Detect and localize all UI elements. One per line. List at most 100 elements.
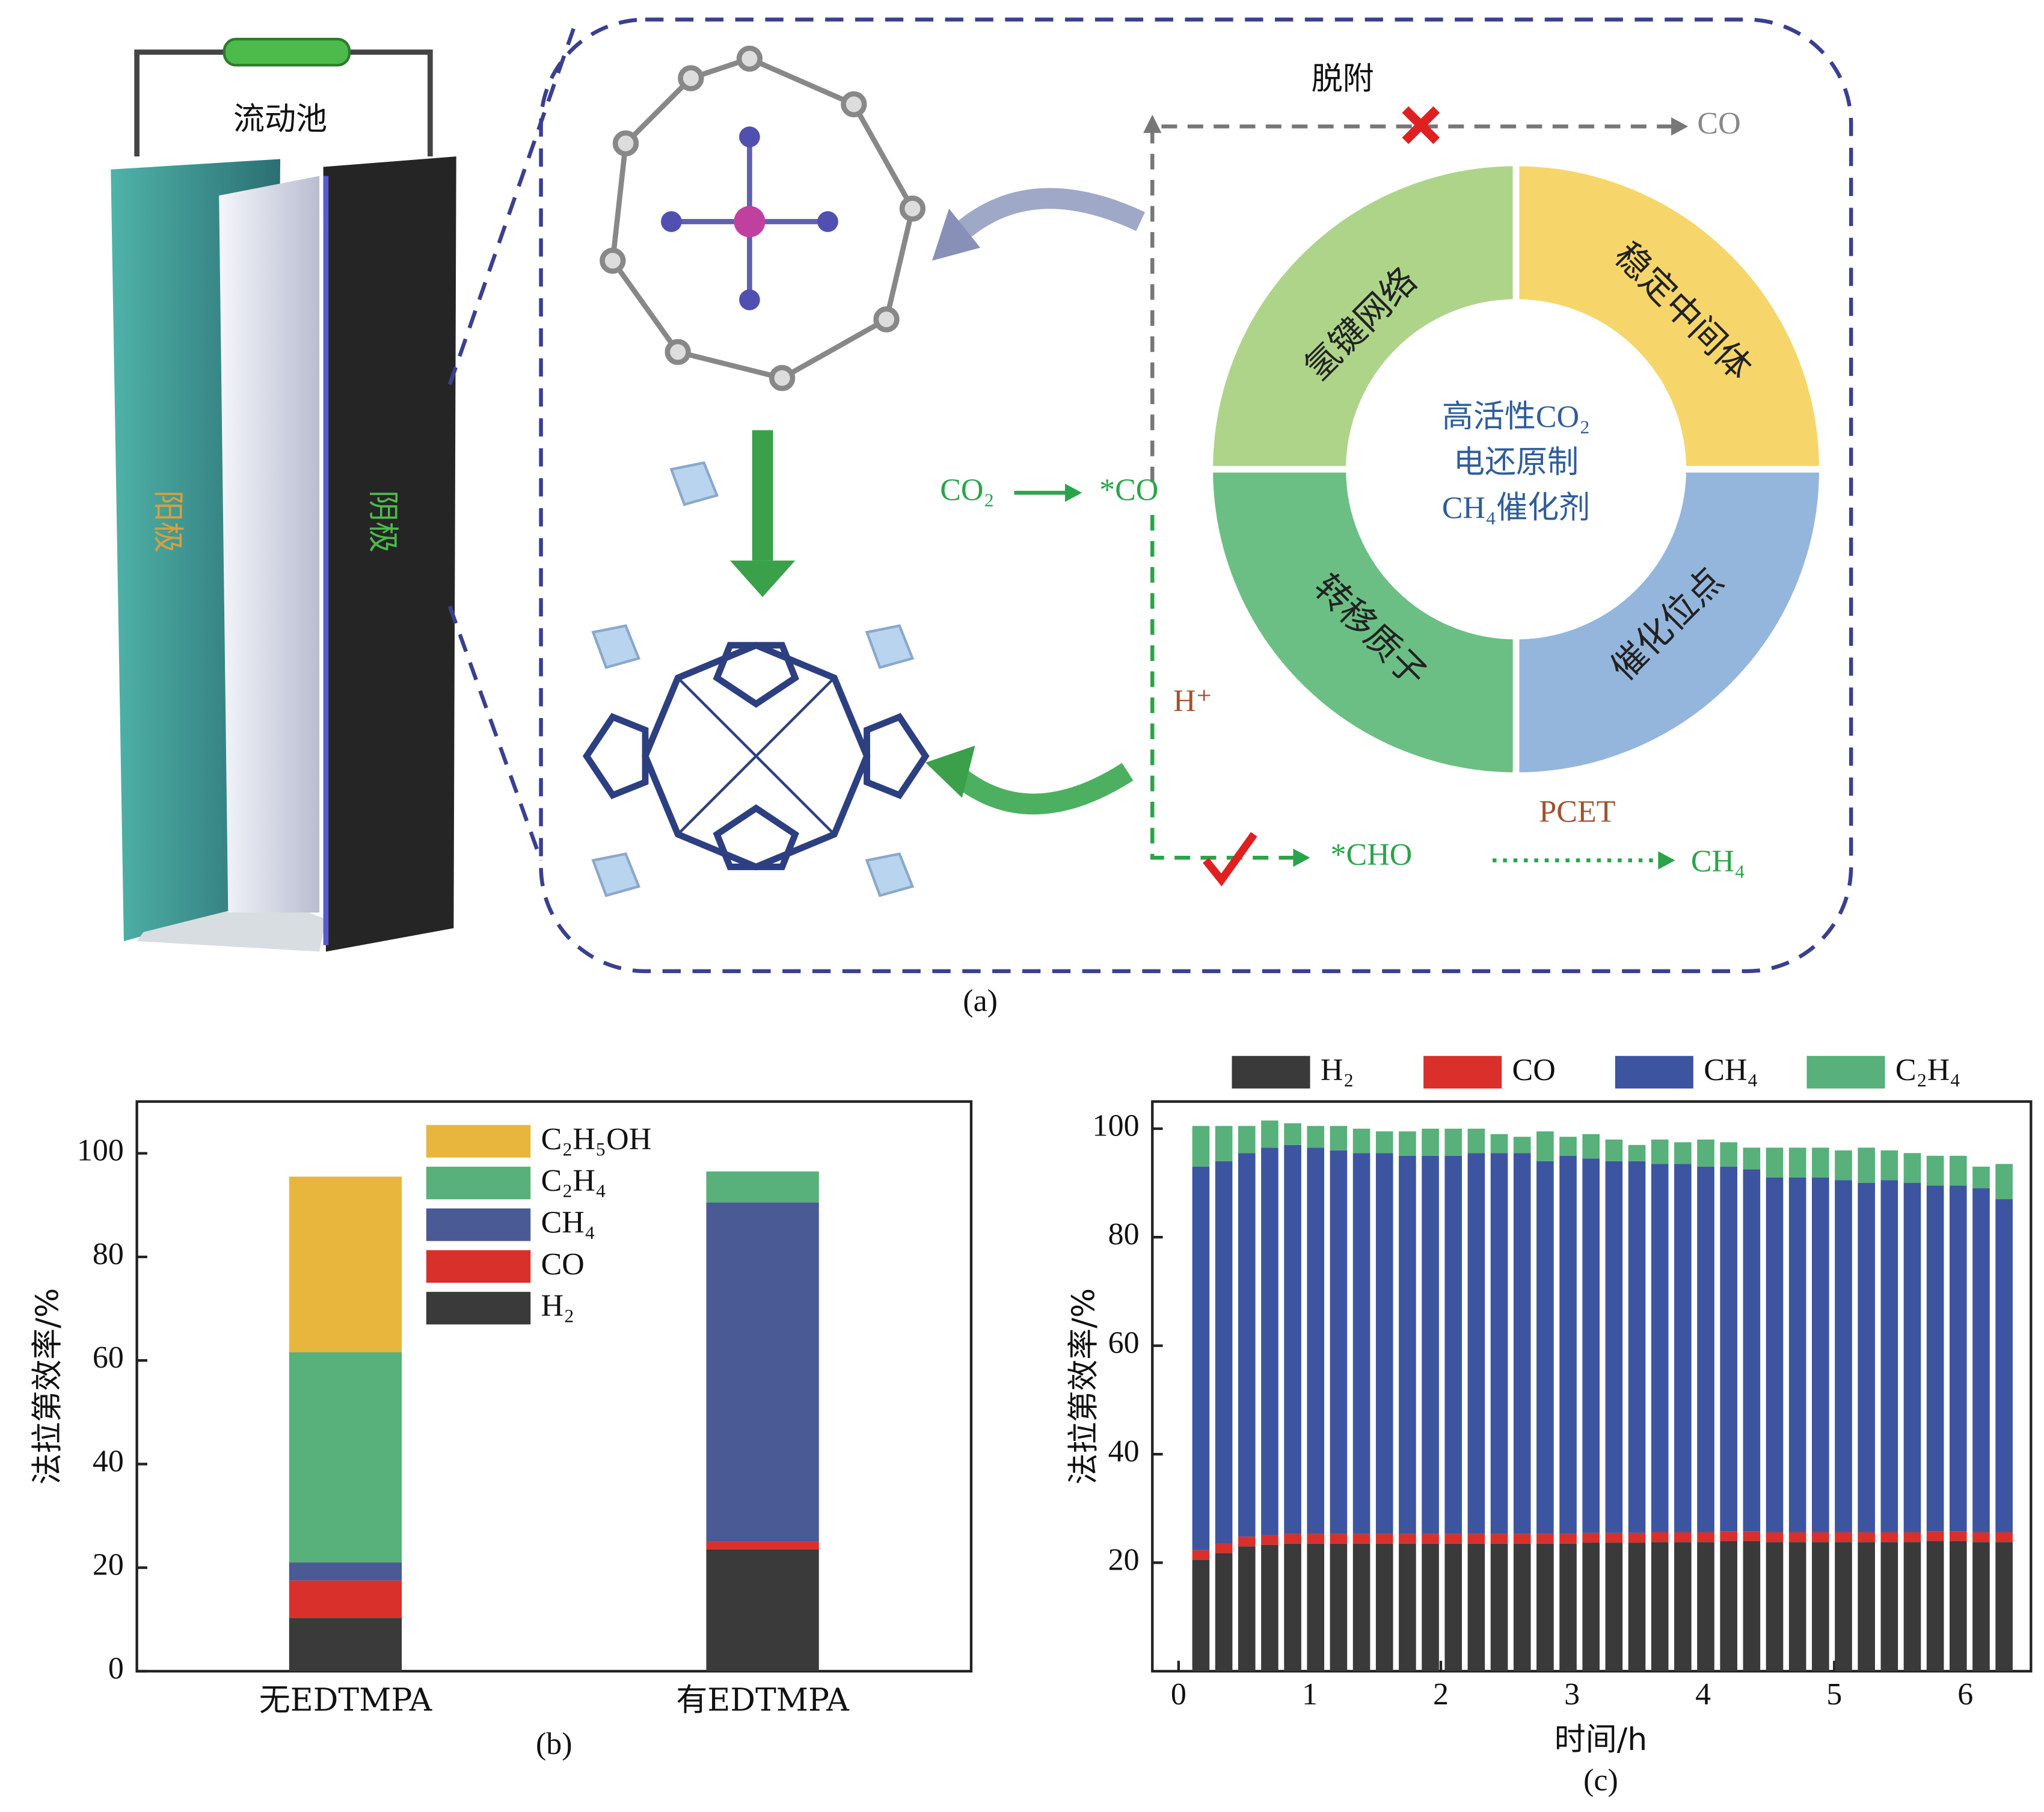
bar-segment	[1605, 1161, 1623, 1533]
legend-label: H₂	[1321, 1053, 1354, 1087]
bar-segment	[1880, 1542, 1898, 1671]
legend-swatch	[1423, 1055, 1502, 1089]
bar-segment	[1949, 1541, 1967, 1671]
bar-segment	[1559, 1155, 1577, 1534]
bar-segment	[1444, 1155, 1462, 1534]
bar-segment	[1743, 1147, 1761, 1170]
bar-segment	[1651, 1139, 1669, 1164]
bar-segment	[1880, 1150, 1898, 1181]
bar-segment	[1972, 1542, 1990, 1671]
legend-label: C₂H₅OH	[541, 1122, 652, 1156]
x-tick-label: 0	[1171, 1677, 1186, 1712]
arrow-head	[1293, 849, 1310, 867]
bar-segment	[1651, 1164, 1669, 1532]
arrow-head	[729, 560, 796, 597]
legend-swatch	[426, 1167, 531, 1200]
x-tick-label: 4	[1695, 1677, 1711, 1712]
bar-segment	[1192, 1559, 1210, 1671]
bar-segment	[1513, 1534, 1531, 1544]
bar-segment	[1858, 1182, 1875, 1532]
x-axis-label: 时间/h	[1554, 1722, 1648, 1758]
bar-segment	[1375, 1534, 1393, 1544]
bar-segment	[1903, 1182, 1921, 1532]
legend-swatch	[1232, 1055, 1310, 1089]
caption: (b)	[536, 1727, 572, 1761]
bar-segment	[1858, 1147, 1875, 1183]
pcet-label: PCET	[1539, 795, 1615, 829]
plot-frame	[135, 1100, 973, 1673]
bar-segment	[1352, 1153, 1370, 1534]
bar-segment	[1697, 1532, 1714, 1543]
bar-segment	[289, 1176, 402, 1353]
bar-segment	[1628, 1543, 1646, 1671]
bar-segment	[1674, 1142, 1692, 1164]
bar-segment	[1352, 1534, 1370, 1544]
bar-segment	[1307, 1147, 1325, 1534]
bar-segment	[1903, 1532, 1921, 1543]
bar-segment	[1536, 1534, 1554, 1544]
bar-segment	[1995, 1542, 2013, 1671]
bar-segment	[1628, 1144, 1646, 1161]
bar-segment	[1330, 1150, 1348, 1534]
arrow	[752, 430, 773, 561]
bar-segment	[1559, 1534, 1577, 1544]
bar-segment	[1490, 1153, 1508, 1534]
arrow-head	[925, 745, 975, 798]
bar-segment	[1903, 1542, 1921, 1671]
bar-segment	[1330, 1534, 1348, 1544]
bar-segment	[1743, 1169, 1761, 1532]
y-tick-label: 20	[1108, 1543, 1140, 1577]
bar-segment	[1651, 1532, 1669, 1543]
bar-segment	[1375, 1543, 1393, 1671]
bar-segment	[1949, 1531, 1967, 1541]
bar-segment	[1582, 1532, 1600, 1543]
molecule-bottom	[582, 461, 930, 897]
bar-segment	[1858, 1542, 1875, 1671]
arrow-head	[1671, 117, 1689, 136]
molecule-top	[600, 45, 926, 392]
y-tick-label: 80	[93, 1237, 124, 1271]
bar-segment	[1880, 1532, 1898, 1543]
proton-label: H⁺	[1173, 684, 1212, 718]
bar-segment	[1926, 1531, 1944, 1541]
arrow-head	[1143, 114, 1162, 134]
desorption-label: 脱附	[1312, 61, 1374, 97]
bar-segment	[1490, 1134, 1508, 1153]
bar-segment	[1215, 1161, 1233, 1543]
x-tick-label: 有EDTMPA	[676, 1682, 850, 1718]
bar-segment	[1720, 1166, 1737, 1532]
y-tick-label: 100	[1093, 1109, 1140, 1143]
bar-segment	[1835, 1532, 1852, 1543]
bar-segment	[1536, 1543, 1554, 1671]
bar-segment	[1422, 1543, 1439, 1671]
donut	[1206, 159, 1826, 779]
bar-segment	[1858, 1532, 1875, 1543]
bar-segment	[1215, 1126, 1233, 1161]
bar-segment	[1352, 1128, 1370, 1153]
bar-segment	[1330, 1543, 1348, 1671]
bar-segment	[1261, 1147, 1278, 1535]
bar-segment	[1972, 1532, 1990, 1543]
bar-segment	[1330, 1126, 1348, 1150]
legend-swatch	[1615, 1055, 1693, 1089]
x-tick-label: 3	[1564, 1677, 1580, 1712]
bar-segment	[1674, 1542, 1692, 1671]
bar-segment	[1605, 1543, 1623, 1671]
arrow	[951, 188, 1146, 243]
legend-label: CO	[541, 1247, 585, 1282]
bar-segment	[1582, 1134, 1600, 1159]
bar-segment	[1307, 1534, 1325, 1544]
bar-segment	[289, 1352, 402, 1563]
bar-segment	[1467, 1543, 1485, 1671]
bar-segment	[1513, 1153, 1531, 1534]
bar-segment	[1399, 1534, 1416, 1544]
bar-segment	[1697, 1166, 1714, 1532]
bar-segment	[1788, 1147, 1806, 1178]
arrow	[951, 763, 1134, 815]
bar-segment	[1720, 1531, 1737, 1541]
bar-segment	[1949, 1155, 1967, 1186]
bar-segment	[1513, 1543, 1531, 1671]
bar-segment	[1651, 1542, 1669, 1671]
bar-segment	[1880, 1180, 1898, 1532]
